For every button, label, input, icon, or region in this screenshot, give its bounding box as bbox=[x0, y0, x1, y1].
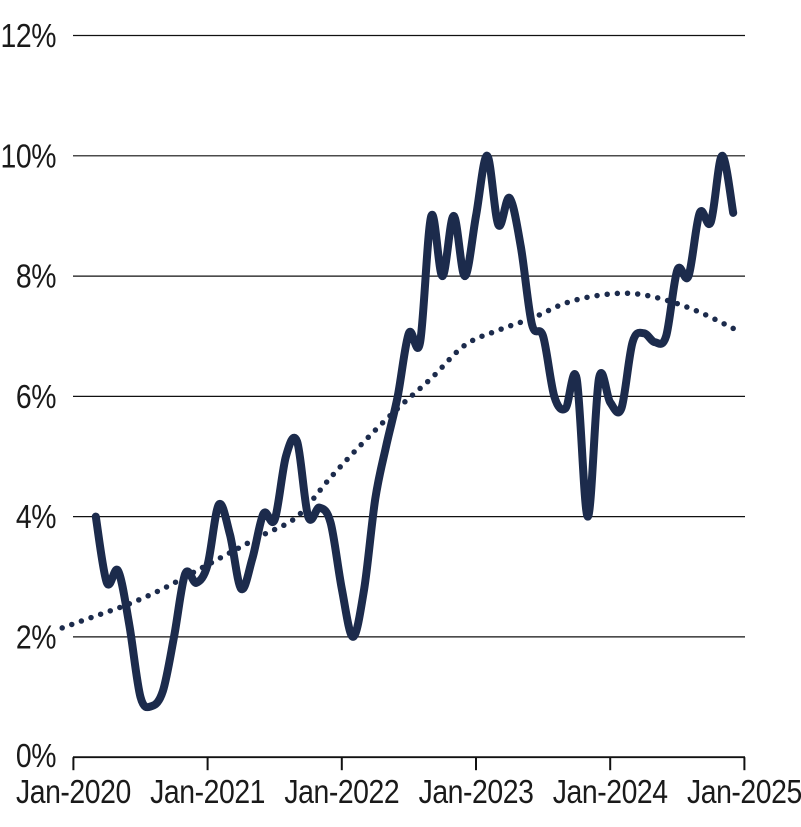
x-tick-label-2021: Jan-2021 bbox=[150, 773, 265, 811]
x-tick-label-2025: Jan-2025 bbox=[687, 773, 801, 811]
y-tick-label-8: 8% bbox=[16, 258, 56, 296]
x-tick-label-2023: Jan-2023 bbox=[419, 773, 534, 811]
y-tick-label-4: 4% bbox=[16, 498, 56, 536]
x-tick-label-2022: Jan-2022 bbox=[284, 773, 399, 811]
gridlines bbox=[73, 34, 745, 638]
x-tick-label-2024: Jan-2024 bbox=[553, 773, 668, 811]
y-tick-label-2: 2% bbox=[16, 618, 56, 656]
x-tick-label-2020: Jan-2020 bbox=[16, 773, 131, 811]
y-tick-label-10: 10% bbox=[0, 137, 56, 175]
x-axis bbox=[72, 756, 746, 771]
y-axis-labels: 12% 10% 8% 6% 4% 2% 0% bbox=[0, 17, 56, 775]
x-axis-labels: Jan-2020 Jan-2021 Jan-2022 Jan-2023 Jan-… bbox=[16, 773, 801, 811]
y-tick-label-12: 12% bbox=[0, 17, 56, 55]
y-tick-label-0: 0% bbox=[16, 737, 56, 775]
y-tick-label-6: 6% bbox=[16, 378, 56, 416]
monthly-series-line bbox=[91, 151, 738, 712]
